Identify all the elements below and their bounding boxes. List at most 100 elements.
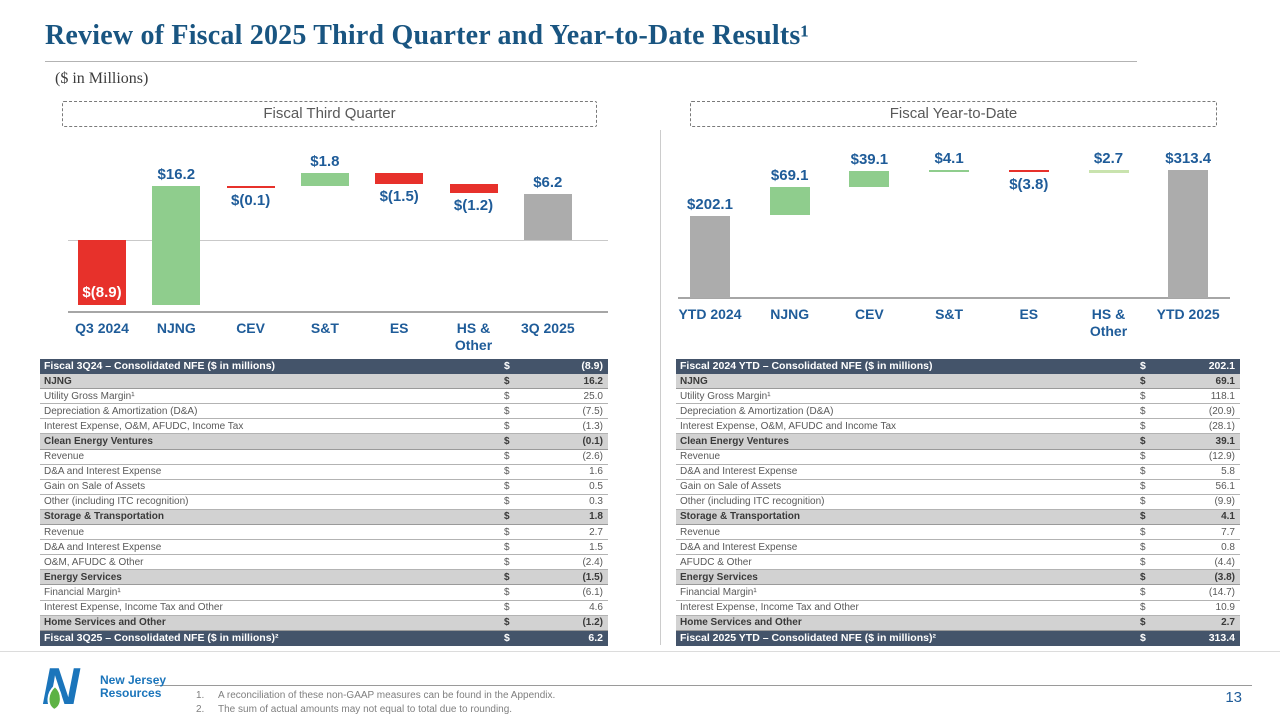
row-label: Other (including ITC recognition) (44, 496, 189, 508)
row-dollar-sign: $ (504, 496, 510, 508)
row-value: 202.1 (1208, 360, 1235, 373)
row-label: Clean Energy Ventures (680, 436, 789, 448)
row-value: (8.9) (581, 360, 603, 373)
bar-value-label: $1.8 (310, 153, 340, 171)
row-value: 25.0 (583, 390, 603, 402)
table-row-item: Financial Margin¹ $ (6.1) (40, 585, 608, 601)
row-value: (20.9) (1208, 405, 1235, 417)
category-label: 3Q 2025 (520, 320, 575, 336)
table-row-item: Revenue $ (12.9) (676, 449, 1240, 465)
category-label: HS & Other (1089, 306, 1128, 339)
table-row-item: O&M, AFUDC & Other $ (2.4) (40, 555, 608, 571)
row-value: 5.8 (1221, 466, 1235, 478)
company-logo: N New Jersey Resources (42, 660, 192, 712)
row-value: (6.1) (582, 586, 603, 598)
row-label: NJNG (44, 375, 72, 387)
page-number: 13 (1225, 689, 1242, 706)
bar-value-label: $(1.5) (379, 188, 419, 206)
table-row-header: Fiscal 3Q24 – Consolidated NFE ($ in mil… (40, 359, 608, 375)
row-label: Revenue (44, 451, 85, 463)
tables-bottom-rule (0, 651, 1280, 652)
row-value: 4.6 (589, 602, 603, 614)
waterfall-bar (226, 185, 275, 189)
waterfall-bar (449, 184, 498, 194)
row-value: (1.3) (582, 420, 603, 432)
bar-value-label: $(3.8) (1009, 176, 1049, 194)
waterfall-chart-year-to-date: $202.1 YTD 2024 $69.1 NJNG $39.1 CEV $4.1 S&T $(… (676, 140, 1236, 339)
row-value: (28.1) (1208, 420, 1235, 432)
category-label: S&T (310, 320, 339, 336)
category-label: ES (1019, 306, 1039, 322)
bar-value-label: $202.1 (687, 195, 733, 213)
bar-value-label: $4.1 (934, 149, 964, 167)
row-dollar-sign: $ (1140, 602, 1146, 614)
bar-value-label: $2.7 (1093, 150, 1124, 168)
row-value: (7.5) (582, 405, 603, 417)
row-label: Storage & Transportation (44, 511, 165, 523)
row-label: D&A and Interest Expense (44, 541, 162, 553)
row-label: AFUDC & Other (680, 556, 752, 568)
waterfall-bar (523, 193, 572, 240)
row-dollar-sign: $ (1140, 360, 1146, 373)
table-row-item: D&A and Interest Expense $1.5 (40, 540, 608, 556)
row-value: (1.5) (582, 571, 603, 583)
row-dollar-sign: $ (504, 602, 510, 614)
table-row-item: Depreciation & Amortization (D&A) $ (20.9) (676, 404, 1240, 420)
table-row-item: Interest Expense, Income Tax and Other $1… (676, 600, 1240, 616)
bar-value-label: $69.1 (770, 167, 809, 185)
page-title: Review of Fiscal 2025 Third Quarter and … (45, 20, 810, 51)
row-value: 1.6 (589, 466, 603, 478)
table-row-item: Utility Gross Margin¹ $118.1 (676, 389, 1240, 405)
row-dollar-sign: $ (504, 571, 510, 583)
table-row-section: Storage & Transportation $1.8 (40, 509, 608, 526)
row-value: 2.7 (1221, 617, 1235, 629)
row-dollar-sign: $ (504, 556, 510, 568)
table-row-section: Home Services and Other $ (1.2) (40, 615, 608, 631)
row-value: 39.1 (1215, 436, 1235, 448)
row-label: Revenue (680, 451, 721, 463)
footnote-2-number: 2. (196, 704, 205, 715)
logo-text: New Jersey Resources (100, 674, 166, 700)
zero-gridline (68, 239, 608, 241)
category-label: NJNG (770, 306, 810, 322)
row-label: Home Services and Other (44, 617, 166, 629)
row-dollar-sign: $ (1140, 466, 1146, 478)
row-value: (4.4) (1214, 556, 1235, 568)
row-dollar-sign: $ (1140, 511, 1146, 523)
waterfall-bar (1168, 170, 1209, 298)
row-label: Energy Services (44, 571, 122, 583)
table-row-section: NJNG $69.1 (676, 374, 1240, 390)
row-label: Gain on Sale of Assets (44, 481, 146, 493)
row-label: Interest Expense, Income Tax and Other (680, 602, 859, 614)
units-subtitle: ($ in Millions) (55, 70, 149, 87)
row-label: Depreciation & Amortization (D&A) (44, 405, 198, 417)
category-label: YTD 2025 (1156, 306, 1220, 322)
bar-value-label: $6.2 (533, 173, 563, 191)
row-dollar-sign: $ (504, 541, 510, 553)
footnote-1-number: 1. (196, 690, 205, 701)
bar-value-label: $16.2 (157, 165, 196, 183)
row-label: O&M, AFUDC & Other (44, 556, 144, 568)
footnote-1-text: A reconciliation of these non-GAAP measu… (218, 690, 556, 701)
row-label: Fiscal 3Q25 – Consolidated NFE ($ in mil… (44, 632, 279, 644)
table-row-item: Revenue $7.7 (676, 525, 1240, 541)
table-row-section: Storage & Transportation $4.1 (676, 509, 1240, 526)
njr-logo-icon: N (42, 660, 81, 712)
row-dollar-sign: $ (1140, 556, 1146, 568)
table-row-footer: Fiscal 2025 YTD – Consolidated NFE ($ in… (676, 630, 1240, 646)
table-row-item: Gain on Sale of Assets $56.1 (676, 479, 1240, 495)
row-label: Financial Margin¹ (44, 586, 121, 598)
row-label: Revenue (44, 526, 85, 538)
footnotes: 1. A reconciliation of these non-GAAP me… (196, 690, 555, 718)
row-value: (0.1) (582, 436, 603, 448)
table-row-section: Energy Services $ (1.5) (40, 570, 608, 586)
table-row-item: Interest Expense, O&M, AFUDC, Income Tax… (40, 419, 608, 435)
row-label: Interest Expense, O&M, AFUDC and Income … (680, 420, 897, 432)
row-label: Storage & Transportation (680, 511, 801, 523)
row-dollar-sign: $ (504, 481, 510, 493)
waterfall-bar (1088, 170, 1129, 173)
table-row-item: D&A and Interest Expense $1.6 (40, 464, 608, 480)
bar-value-label: $(0.1) (231, 192, 271, 210)
row-label: D&A and Interest Expense (44, 466, 162, 478)
